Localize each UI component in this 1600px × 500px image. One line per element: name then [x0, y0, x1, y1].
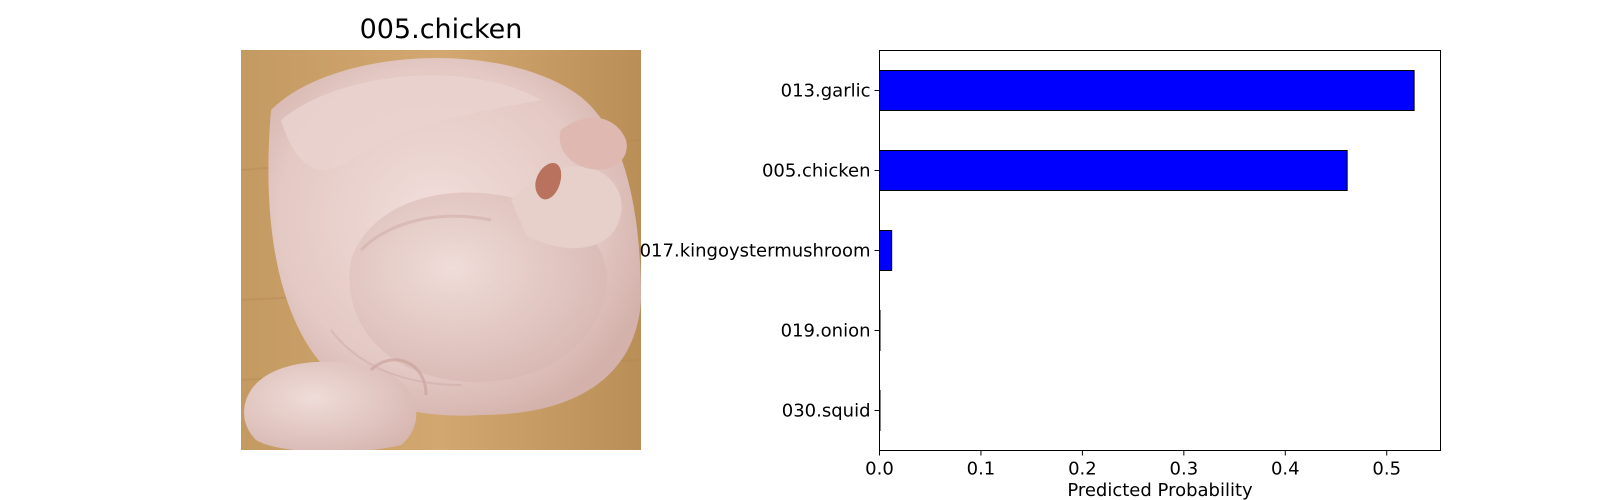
chicken-photo [241, 50, 641, 450]
bar-030.squid [879, 390, 881, 431]
x-tick-label: 0.1 [967, 459, 996, 480]
y-tick-label: 013.garlic [781, 81, 871, 102]
x-tick-label: 0.4 [1271, 459, 1300, 480]
x-tick-label: 0.5 [1372, 459, 1401, 480]
y-tick-label: 019.onion [781, 321, 871, 342]
bar-013.garlic [879, 70, 1415, 111]
bar-017.kingoystermushroom [879, 230, 893, 271]
x-tick-label: 0.3 [1170, 459, 1199, 480]
bar-019.onion [879, 310, 881, 351]
x-axis-label: Predicted Probability [1067, 480, 1253, 500]
y-tick-label: 005.chicken [762, 161, 871, 182]
x-tick-label: 0.0 [865, 459, 894, 480]
x-tick-label: 0.2 [1068, 459, 1097, 480]
bar-005.chicken [879, 150, 1348, 191]
y-tick-label: 030.squid [782, 401, 871, 422]
image-title: 005.chicken [359, 14, 523, 45]
y-tick-label: 017.kingoystermushroom [640, 241, 871, 262]
